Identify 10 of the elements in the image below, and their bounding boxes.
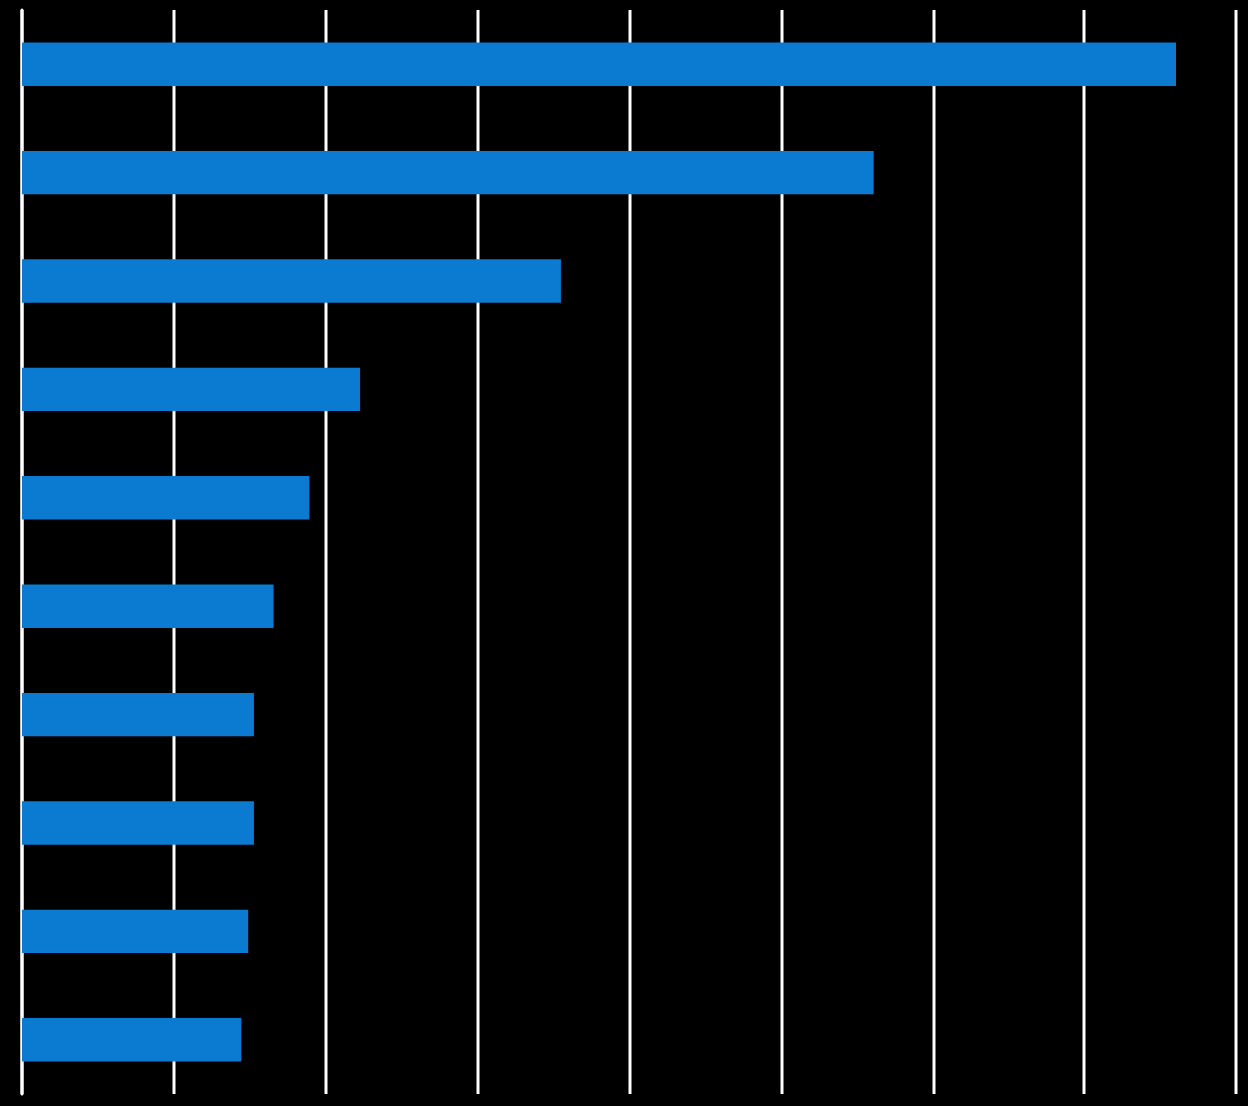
bar [22,1018,242,1062]
bar [22,476,310,520]
bar [22,259,561,303]
bar [22,42,1176,86]
bar [22,150,874,195]
bar [22,909,249,954]
bar [22,801,254,845]
bar [22,692,254,737]
bar [22,367,361,412]
bar [22,584,274,628]
